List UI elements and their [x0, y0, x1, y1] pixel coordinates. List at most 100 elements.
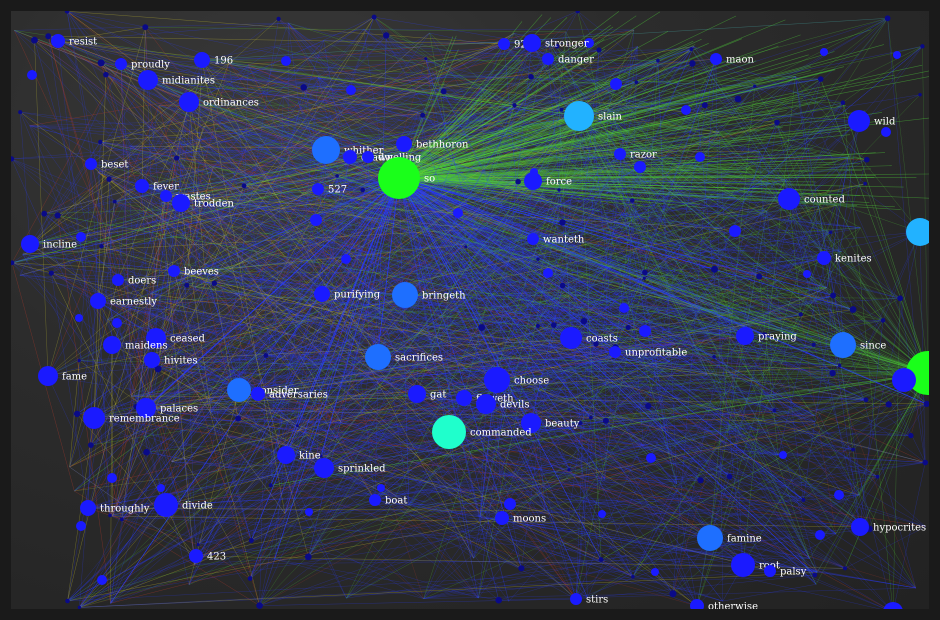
unlabeled-node[interactable]	[305, 508, 313, 516]
unlabeled-node[interactable]	[341, 254, 351, 264]
node-partial[interactable]	[892, 368, 916, 392]
node-circle[interactable]	[484, 367, 510, 393]
node-circle[interactable]	[731, 553, 755, 577]
node-circle[interactable]	[392, 282, 418, 308]
unlabeled-node[interactable]	[646, 453, 656, 463]
unlabeled-node[interactable]	[834, 490, 844, 500]
node-fever[interactable]: fever	[135, 179, 179, 193]
node-circle[interactable]	[115, 58, 127, 70]
node-adversaries[interactable]: adversaries	[251, 387, 328, 401]
node-circle[interactable]	[21, 235, 39, 253]
node-circle[interactable]	[476, 394, 496, 414]
node-circle[interactable]	[227, 378, 251, 402]
node-circle[interactable]	[564, 101, 594, 131]
node-circle[interactable]	[697, 525, 723, 551]
node-circle[interactable]	[408, 385, 426, 403]
unlabeled-node[interactable]	[281, 56, 291, 66]
node-palsy[interactable]: palsy	[764, 565, 807, 578]
node-circle[interactable]	[112, 274, 124, 286]
node-danger[interactable]: danger	[542, 53, 594, 66]
node-circle[interactable]	[314, 458, 334, 478]
node-circle[interactable]	[312, 183, 324, 195]
node-circle[interactable]	[830, 332, 856, 358]
node-moons[interactable]: moons	[495, 511, 546, 525]
node-circle[interactable]	[851, 518, 869, 536]
unlabeled-node[interactable]	[107, 473, 117, 483]
node-circle[interactable]	[314, 286, 330, 302]
node-circle[interactable]	[523, 34, 541, 52]
unlabeled-node[interactable]	[76, 232, 86, 242]
node-circle[interactable]	[432, 415, 466, 449]
node-circle[interactable]	[365, 344, 391, 370]
node-circle[interactable]	[312, 136, 340, 164]
node-razor[interactable]: razor	[614, 148, 657, 161]
node-resist[interactable]: resist	[51, 34, 97, 48]
node-beset[interactable]: beset	[85, 158, 128, 171]
node-kenites[interactable]: kenites	[817, 251, 872, 265]
network-graph[interactable]: resistproudly196midianitesordinances928s…	[11, 11, 929, 609]
node-circle[interactable]	[144, 352, 160, 368]
node-circle[interactable]	[527, 233, 539, 245]
node-circle[interactable]	[817, 251, 831, 265]
node-circle[interactable]	[396, 136, 412, 152]
node-circle[interactable]	[542, 53, 554, 65]
node-circle[interactable]	[362, 151, 374, 163]
unlabeled-node[interactable]	[310, 214, 322, 226]
unlabeled-node[interactable]	[651, 568, 659, 576]
node-circle[interactable]	[189, 549, 203, 563]
node-circle[interactable]	[85, 158, 97, 170]
node-wanteth[interactable]: wanteth	[527, 233, 585, 246]
unlabeled-node[interactable]	[610, 78, 622, 90]
node-circle[interactable]	[154, 493, 178, 517]
node-proudly[interactable]: proudly	[115, 58, 170, 71]
node-circle[interactable]	[277, 446, 295, 464]
node-circle[interactable]	[172, 194, 190, 212]
node-circle[interactable]	[764, 565, 776, 577]
node-circle[interactable]	[168, 265, 180, 277]
node-circle[interactable]	[778, 188, 800, 210]
node-circle[interactable]	[369, 494, 381, 506]
node-527[interactable]: 527	[312, 183, 347, 196]
node-circle[interactable]	[194, 52, 210, 68]
node-otherwise[interactable]: otherwise	[690, 599, 758, 609]
node-circle[interactable]	[498, 38, 510, 50]
node-circle[interactable]	[343, 150, 357, 164]
node-circle[interactable]	[614, 148, 626, 160]
unlabeled-node[interactable]	[695, 152, 705, 162]
node-circle[interactable]	[135, 179, 149, 193]
node-423[interactable]: 423	[189, 549, 226, 563]
unlabeled-node[interactable]	[779, 451, 787, 459]
node-circle[interactable]	[736, 327, 754, 345]
node-circle[interactable]	[560, 327, 582, 349]
node-196[interactable]: 196	[194, 52, 233, 68]
unlabeled-node[interactable]	[893, 51, 901, 59]
node-circle[interactable]	[179, 92, 199, 112]
node-circle[interactable]	[710, 53, 722, 65]
unlabeled-node[interactable]	[377, 484, 385, 492]
unlabeled-node[interactable]	[815, 530, 825, 540]
unlabeled-node[interactable]	[75, 314, 83, 322]
node-circle[interactable]	[160, 190, 172, 202]
unlabeled-node[interactable]	[803, 270, 811, 278]
unlabeled-node[interactable]	[820, 48, 828, 56]
unlabeled-node[interactable]	[681, 105, 691, 115]
unlabeled-node[interactable]	[881, 127, 891, 137]
unlabeled-node[interactable]	[634, 161, 646, 173]
node-doers[interactable]: doers	[112, 274, 156, 287]
unlabeled-node[interactable]	[639, 325, 651, 337]
node-circle[interactable]	[524, 172, 542, 190]
node-circle[interactable]	[848, 110, 870, 132]
unlabeled-node[interactable]	[97, 575, 107, 585]
node-circle[interactable]	[103, 336, 121, 354]
node-circle[interactable]	[38, 366, 58, 386]
node-circle[interactable]	[378, 157, 420, 199]
node-circle[interactable]	[80, 500, 96, 516]
node-circle[interactable]	[456, 390, 472, 406]
unlabeled-node[interactable]	[346, 85, 356, 95]
unlabeled-node[interactable]	[76, 521, 86, 531]
unlabeled-node[interactable]	[543, 268, 553, 278]
node-stronger[interactable]: stronger	[523, 34, 589, 52]
node-circle[interactable]	[609, 346, 621, 358]
node-beeves[interactable]: beeves	[168, 265, 219, 278]
node-circle[interactable]	[495, 511, 509, 525]
